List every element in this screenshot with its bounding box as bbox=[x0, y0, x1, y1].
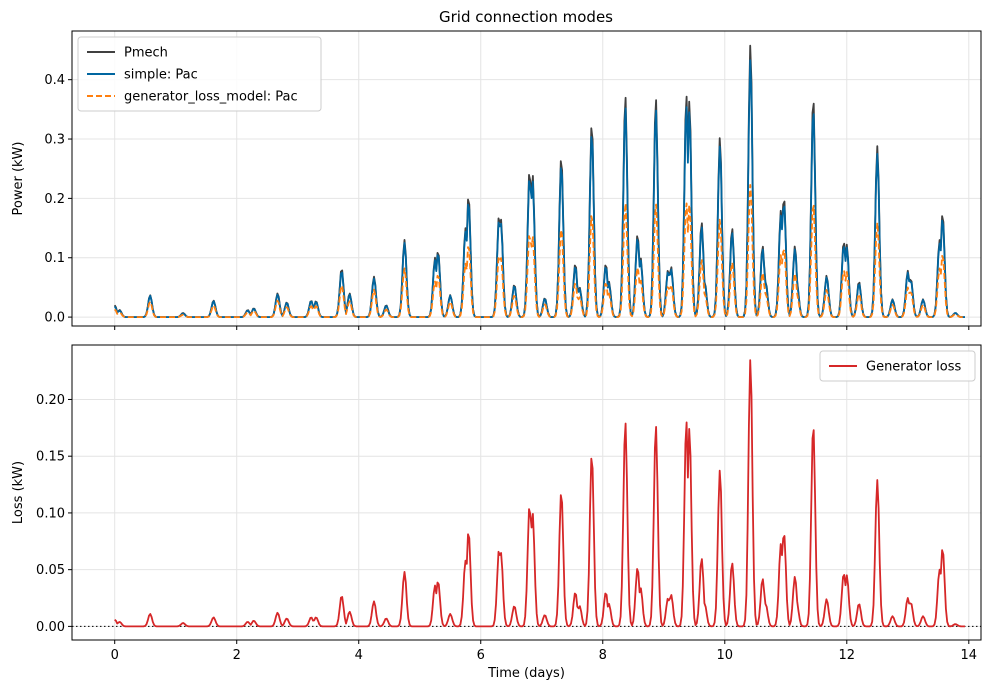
x-tick-label: 0 bbox=[111, 648, 119, 663]
x-axis-label: Time (days) bbox=[487, 666, 565, 681]
y-tick-label: 0.20 bbox=[36, 393, 65, 408]
legend-label: generator_loss_model: Pac bbox=[124, 90, 298, 105]
axes-frame bbox=[71, 30, 982, 327]
y-tick-label: 0.05 bbox=[36, 563, 65, 578]
y-tick-label: 0.1 bbox=[44, 251, 65, 266]
legend: Pmech simple: Pac generator_loss_model: Pa… bbox=[77, 36, 322, 112]
legend-label: Pmech bbox=[124, 46, 168, 61]
legend: Generator loss bbox=[819, 350, 976, 382]
y-tick-label: 0.00 bbox=[36, 620, 65, 635]
x-tick-label: 10 bbox=[716, 648, 733, 663]
y-tick-label: 0.4 bbox=[44, 73, 65, 88]
legend-label: simple: Pac bbox=[124, 68, 198, 83]
y-tick-label: 0.10 bbox=[36, 506, 65, 521]
y-tick-label: 0.2 bbox=[44, 192, 65, 207]
legend-box bbox=[819, 350, 976, 382]
x-tick-label: 12 bbox=[839, 648, 856, 663]
legend-label: Generator loss bbox=[866, 360, 961, 375]
power-panel: 0.0 0.1 0.2 0.3 0.4 Power (kW) Pmech simple: Pa… bbox=[11, 30, 982, 330]
x-tick-label: 8 bbox=[599, 648, 607, 663]
series-line-generator-loss-model-pac bbox=[114, 184, 965, 318]
x-tick-label: 6 bbox=[477, 648, 485, 663]
x-tick-label: 4 bbox=[355, 648, 363, 663]
y-axis-label: Power (kW) bbox=[11, 142, 26, 216]
chart-title: Grid connection modes bbox=[439, 8, 613, 26]
y-tick-label: 0.15 bbox=[36, 450, 65, 465]
x-tick-label: 2 bbox=[233, 648, 241, 663]
axes-frame bbox=[71, 344, 982, 641]
y-axis-label: Loss (kW) bbox=[11, 461, 26, 524]
y-tick-label: 0.3 bbox=[44, 133, 65, 148]
legend-box bbox=[77, 36, 322, 112]
y-tick-label: 0.0 bbox=[44, 311, 65, 326]
x-tick-label: 14 bbox=[961, 648, 978, 663]
loss-panel: 0 2 4 6 8 10 12 14 0.00 0.05 0.10 0.15 0.20 Loss (kW)… bbox=[11, 344, 982, 681]
series-line-generator-loss bbox=[114, 359, 965, 628]
